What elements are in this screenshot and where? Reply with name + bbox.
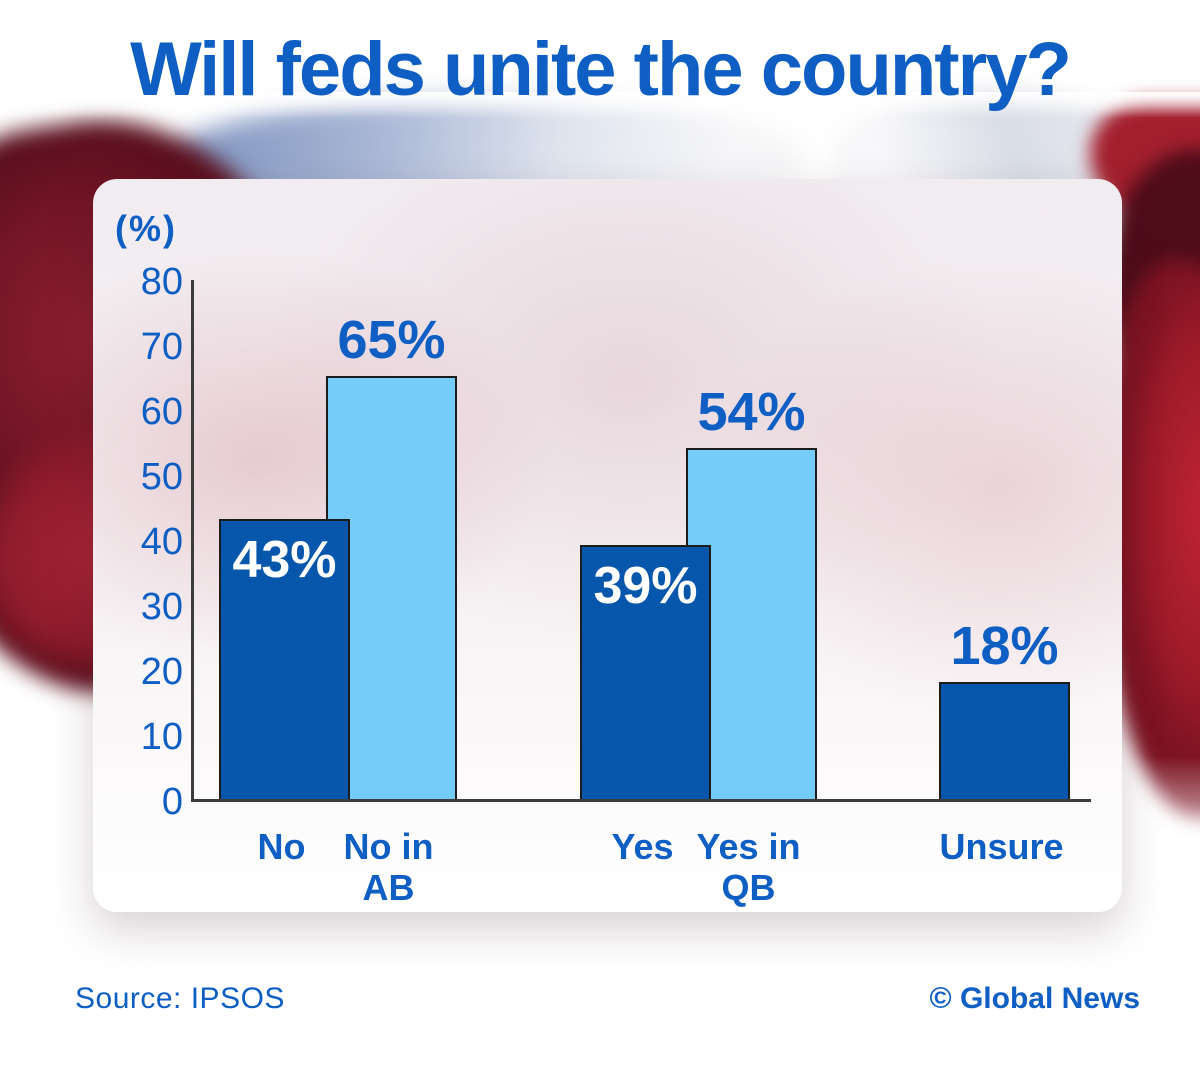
y-tick-label: 80 [140, 261, 183, 303]
category-label: No in AB [343, 826, 434, 908]
photo-top-fade [0, 92, 1200, 118]
category-label: Unsure [939, 826, 1064, 867]
bar-unsure [939, 682, 1070, 799]
y-tick-label: 50 [140, 456, 183, 498]
footer: Source: IPSOS © Global News [0, 982, 1200, 1026]
category-label: Yes in QB [696, 826, 801, 908]
y-tick-label: 70 [140, 326, 183, 368]
y-tick-label: 40 [140, 521, 183, 563]
y-tick-label: 60 [140, 391, 183, 433]
source-label: Source: IPSOS [75, 982, 285, 1015]
page-title: Will feds unite the country? [130, 27, 1072, 112]
bar-no [219, 519, 350, 799]
y-tick-label: 0 [161, 781, 183, 823]
y-axis-unit-label: (%) [115, 208, 177, 249]
value-label: 18% [950, 616, 1059, 676]
value-label: 65% [337, 310, 446, 370]
value-label: 43% [232, 531, 337, 589]
y-tick-label: 30 [140, 586, 183, 628]
bar-yes [580, 545, 711, 799]
y-tick-label: 20 [140, 651, 183, 693]
category-label: No [257, 826, 306, 867]
credit-label: © Global News [929, 982, 1140, 1015]
category-label: Yes [611, 826, 674, 867]
value-label: 39% [593, 557, 698, 615]
value-label: 54% [697, 382, 806, 442]
y-tick-label: 10 [140, 716, 183, 758]
plot-area: 43% 65% 39% 54% 18% [191, 280, 1091, 802]
